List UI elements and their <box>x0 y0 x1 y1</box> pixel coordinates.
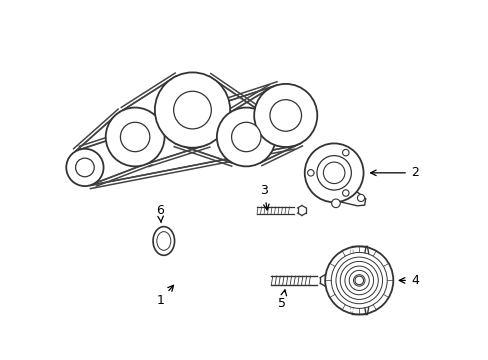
Circle shape <box>335 257 382 304</box>
Circle shape <box>344 266 373 295</box>
Circle shape <box>217 108 275 166</box>
Circle shape <box>357 194 364 202</box>
Circle shape <box>340 261 378 300</box>
Circle shape <box>353 275 364 286</box>
Text: 2: 2 <box>370 166 418 179</box>
Circle shape <box>354 276 363 285</box>
Ellipse shape <box>153 226 174 255</box>
Circle shape <box>269 100 301 131</box>
Circle shape <box>316 156 351 190</box>
Ellipse shape <box>157 231 170 250</box>
Ellipse shape <box>363 246 369 315</box>
Circle shape <box>325 246 392 315</box>
Text: 5: 5 <box>278 290 286 310</box>
Text: 4: 4 <box>399 274 418 287</box>
Circle shape <box>307 170 313 176</box>
Circle shape <box>348 270 368 291</box>
Polygon shape <box>333 192 365 206</box>
Circle shape <box>155 72 230 148</box>
Circle shape <box>173 91 211 129</box>
Circle shape <box>254 84 317 147</box>
Circle shape <box>330 252 386 309</box>
Circle shape <box>105 108 164 166</box>
Circle shape <box>66 149 103 186</box>
Circle shape <box>342 149 348 156</box>
Circle shape <box>323 162 344 184</box>
Circle shape <box>331 199 340 208</box>
Circle shape <box>304 143 363 202</box>
Text: 6: 6 <box>156 204 164 222</box>
Text: 1: 1 <box>156 285 173 307</box>
Circle shape <box>231 122 261 152</box>
Circle shape <box>120 122 149 152</box>
Circle shape <box>76 158 94 177</box>
Circle shape <box>342 190 348 196</box>
Text: 3: 3 <box>260 184 268 210</box>
